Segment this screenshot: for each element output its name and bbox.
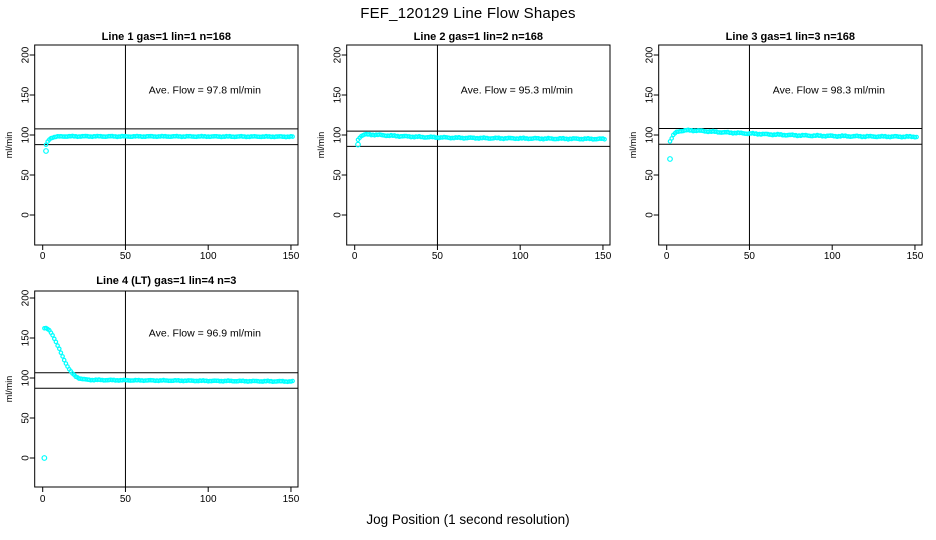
- outlier-point: [667, 156, 673, 162]
- svg-text:0: 0: [40, 494, 46, 505]
- panel-4-title: Line 4 (LT) gas=1 lin=4 n=3: [96, 275, 236, 287]
- y-axis-label: ml/min: [4, 132, 14, 159]
- svg-text:0: 0: [21, 455, 32, 461]
- svg-text:200: 200: [645, 46, 656, 63]
- flow-panel-3: Line 3 gas=1 lin=3 n=168 0 50 100 150 0 50 100 1…: [628, 31, 924, 262]
- outlier-point: [41, 455, 48, 461]
- panel-4-ave-flow-annotation: Ave. Flow = 96.9 ml/min: [149, 327, 261, 339]
- svg-text:50: 50: [120, 251, 132, 262]
- panel-2-tick-labels: 0 50 100 150 0 50 100 150 200 ml/min: [316, 46, 612, 262]
- svg-text:150: 150: [907, 251, 924, 262]
- panel-4-data-points: [41, 325, 295, 461]
- svg-text:0: 0: [645, 212, 656, 218]
- svg-text:50: 50: [120, 494, 132, 505]
- svg-text:100: 100: [512, 251, 529, 262]
- panel-4-axes: [29, 290, 299, 492]
- flow-panel-2: Line 2 gas=1 lin=2 n=168 0 50 100 150 0 50 100 1…: [316, 31, 612, 262]
- svg-text:50: 50: [21, 169, 32, 181]
- panel-1-ave-flow-annotation: Ave. Flow = 97.8 ml/min: [149, 84, 261, 96]
- svg-text:200: 200: [21, 289, 32, 306]
- svg-text:100: 100: [200, 251, 217, 262]
- x-axis-shared-label: Jog Position (1 second resolution): [366, 512, 570, 527]
- svg-text:200: 200: [333, 46, 344, 63]
- panel-1-tick-labels: 0 50 100 150 0 50 100 150 200 ml/min: [4, 46, 300, 262]
- svg-text:100: 100: [200, 494, 217, 505]
- svg-text:50: 50: [333, 169, 344, 181]
- svg-text:0: 0: [664, 251, 670, 262]
- svg-text:150: 150: [21, 329, 32, 346]
- svg-text:150: 150: [333, 86, 344, 103]
- svg-text:0: 0: [333, 212, 344, 218]
- y-axis-label: ml/min: [4, 376, 14, 403]
- svg-text:50: 50: [744, 251, 756, 262]
- panel-3-axes: [653, 44, 923, 250]
- panel-3-title: Line 3 gas=1 lin=3 n=168: [726, 31, 855, 43]
- main-title: FEF_120129 Line Flow Shapes: [360, 5, 576, 22]
- panel-1-axes: [29, 44, 299, 250]
- panel-1-title: Line 1 gas=1 lin=1 n=168: [102, 31, 231, 43]
- y-axis-label: ml/min: [316, 132, 326, 159]
- svg-text:150: 150: [595, 251, 612, 262]
- flow-panel-4: Line 4 (LT) gas=1 lin=4 n=3 0 50 100 150 0 50 1…: [4, 275, 300, 505]
- panel-4-tick-labels: 0 50 100 150 0 50 100 150 200 ml/min: [4, 289, 300, 505]
- svg-text:150: 150: [645, 86, 656, 103]
- svg-text:0: 0: [352, 251, 358, 262]
- panel-2-ave-flow-annotation: Ave. Flow = 95.3 ml/min: [461, 84, 573, 96]
- panel-2-data-points: [355, 131, 607, 148]
- panel-3-data-points: [667, 127, 919, 162]
- svg-text:150: 150: [21, 86, 32, 103]
- svg-text:150: 150: [283, 494, 300, 505]
- svg-text:100: 100: [21, 126, 32, 143]
- svg-text:100: 100: [645, 126, 656, 143]
- panel-2-axes: [341, 44, 611, 250]
- svg-text:100: 100: [333, 126, 344, 143]
- svg-text:150: 150: [283, 251, 300, 262]
- svg-text:100: 100: [21, 369, 32, 386]
- y-axis-label: ml/min: [628, 132, 638, 159]
- svg-text:0: 0: [21, 212, 32, 218]
- svg-text:50: 50: [21, 412, 32, 424]
- panel-3-ave-flow-annotation: Ave. Flow = 98.3 ml/min: [773, 84, 885, 96]
- svg-text:50: 50: [645, 169, 656, 181]
- outlier-point: [43, 148, 49, 154]
- svg-text:0: 0: [40, 251, 46, 262]
- svg-text:200: 200: [21, 46, 32, 63]
- flow-panel-1: Line 1 gas=1 lin=1 n=168 0 50 100 150 0 50 100 1…: [4, 31, 300, 262]
- panel-1-data-points: [43, 133, 295, 154]
- panel-3-tick-labels: 0 50 100 150 0 50 100 150 200 ml/min: [628, 46, 924, 262]
- outlier-point: [355, 141, 361, 148]
- svg-text:100: 100: [824, 251, 841, 262]
- panel-2-title: Line 2 gas=1 lin=2 n=168: [414, 31, 543, 43]
- svg-text:50: 50: [432, 251, 444, 262]
